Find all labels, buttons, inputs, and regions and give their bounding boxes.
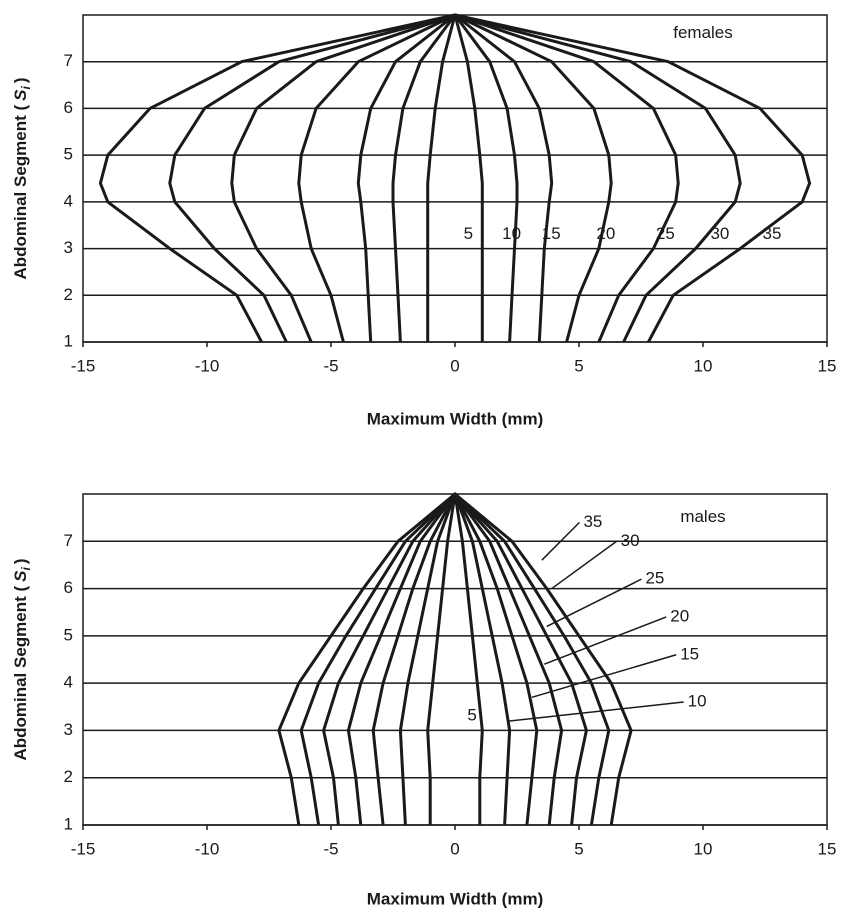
annotation: males <box>680 507 725 526</box>
y-label-text: Abdominal Segment ( <box>11 585 30 760</box>
x-tick-label: -10 <box>195 356 220 375</box>
plot-frame <box>82 14 828 343</box>
y-tick-label: 1 <box>64 331 73 350</box>
y-label-subscript: i <box>19 85 33 89</box>
leader-line <box>509 701 684 722</box>
y-tick-label: 6 <box>64 578 73 597</box>
series-label: 5 <box>464 224 473 243</box>
y-tick-label: 7 <box>64 51 73 70</box>
series-label: 25 <box>645 569 664 588</box>
x-tick-label: 0 <box>450 356 459 375</box>
x-tick-label: -5 <box>323 356 338 375</box>
y-axis-label: Abdominal Segment ( Si) <box>11 77 33 279</box>
series-line <box>426 13 484 342</box>
series-line <box>322 492 588 826</box>
series-label: 30 <box>621 531 640 550</box>
leader-line <box>544 616 667 665</box>
y-label-close: ) <box>11 558 30 564</box>
y-tick-label: 7 <box>64 531 73 550</box>
series-label: 35 <box>763 224 782 243</box>
y-label-text: Abdominal Segment ( <box>11 104 30 279</box>
x-tick-label: -15 <box>71 356 96 375</box>
series-line <box>98 13 812 343</box>
series-line <box>346 492 564 826</box>
leader-line <box>546 578 642 628</box>
series-line <box>299 492 611 826</box>
series-label: 30 <box>710 224 729 243</box>
x-tick-label: 0 <box>450 839 459 858</box>
x-tick-label: 15 <box>818 839 837 858</box>
x-tick-label: 10 <box>694 356 713 375</box>
y-label-subscript: i <box>19 566 33 570</box>
y-label-close: ) <box>11 77 30 83</box>
series-label: 5 <box>467 706 476 725</box>
x-tick-label: 5 <box>574 839 583 858</box>
y-tick-label: 3 <box>64 238 73 257</box>
x-tick-label: -10 <box>195 839 220 858</box>
series-label: 10 <box>502 224 521 243</box>
series-label: 35 <box>583 512 602 531</box>
series-line <box>168 13 742 343</box>
y-tick-label: 5 <box>64 625 73 644</box>
x-axis-label: Maximum Width (mm) <box>367 889 543 908</box>
series-line <box>356 13 554 343</box>
plot-frame <box>82 493 828 826</box>
x-tick-label: -5 <box>323 839 338 858</box>
series-label: 15 <box>680 644 699 663</box>
y-tick-label: 2 <box>64 767 73 786</box>
x-tick-label: 15 <box>818 356 837 375</box>
x-tick-label: -15 <box>71 839 96 858</box>
x-tick-label: 5 <box>574 356 583 375</box>
x-tick-label: 10 <box>694 839 713 858</box>
leader-line <box>531 654 677 699</box>
series-line <box>391 13 519 343</box>
y-tick-label: 1 <box>64 814 73 833</box>
y-tick-label: 4 <box>64 191 73 210</box>
leader-line <box>541 521 581 561</box>
y-axis-label: Abdominal Segment ( Si) <box>11 558 33 760</box>
series-line <box>398 492 512 826</box>
y-tick-label: 6 <box>64 98 73 117</box>
leader-line <box>551 540 618 590</box>
series-label: 20 <box>596 224 615 243</box>
series-line <box>297 13 613 343</box>
series-label: 25 <box>656 224 675 243</box>
series-label: 20 <box>670 606 689 625</box>
y-tick-label: 3 <box>64 720 73 739</box>
x-axis-label: Maximum Width (mm) <box>367 409 543 428</box>
series-line <box>277 492 633 826</box>
series-label: 10 <box>688 692 707 711</box>
series-label: 15 <box>542 224 561 243</box>
y-tick-label: 2 <box>64 285 73 304</box>
annotation: females <box>673 23 733 42</box>
y-label-symbol: S <box>11 570 30 582</box>
y-tick-label: 5 <box>64 145 73 164</box>
y-tick-label: 4 <box>64 673 73 692</box>
y-label-symbol: S <box>11 89 30 101</box>
